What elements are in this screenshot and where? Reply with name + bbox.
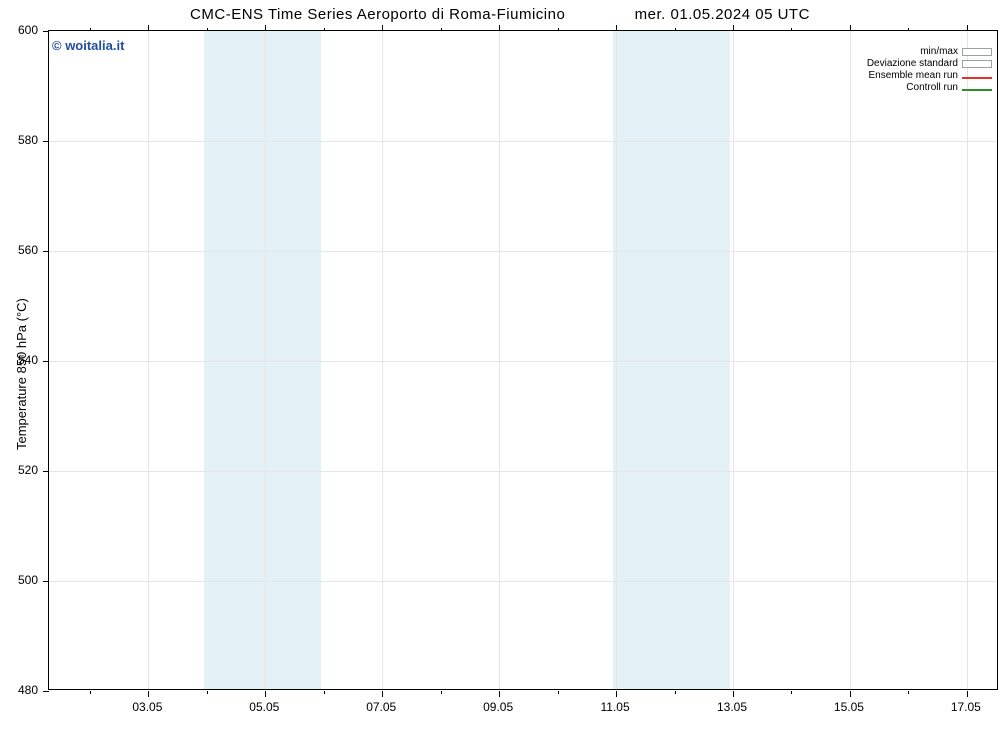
x-tick-mark — [850, 691, 851, 697]
legend-swatch — [962, 60, 992, 68]
y-tick-mark — [43, 471, 49, 472]
x-tick-mark — [265, 691, 266, 697]
grid-line-vertical — [265, 31, 266, 689]
x-minor-tick-mark — [207, 691, 208, 694]
grid-line-vertical — [850, 31, 851, 689]
x-tick-mark — [148, 691, 149, 697]
y-tick-mark — [43, 581, 49, 582]
grid-line-horizontal — [49, 581, 997, 582]
x-tick-mark — [148, 25, 149, 31]
y-tick-label: 540 — [0, 353, 38, 367]
x-minor-tick-mark — [908, 691, 909, 694]
legend-row: Controll run — [867, 82, 992, 94]
y-tick-label: 580 — [0, 133, 38, 147]
legend: min/maxDeviazione standardEnsemble mean … — [867, 46, 992, 94]
chart-title-left: CMC-ENS Time Series Aeroporto di Roma-Fi… — [190, 6, 565, 23]
x-minor-tick-mark — [908, 28, 909, 31]
x-minor-tick-mark — [675, 28, 676, 31]
legend-row: Ensemble mean run — [867, 70, 992, 82]
x-tick-mark — [265, 25, 266, 31]
legend-swatch — [962, 89, 992, 91]
legend-row: min/max — [867, 46, 992, 58]
y-tick-label: 520 — [0, 463, 38, 477]
y-tick-label: 560 — [0, 243, 38, 257]
watermark: © woitalia.it — [52, 38, 124, 53]
x-minor-tick-mark — [441, 691, 442, 694]
x-minor-tick-mark — [558, 691, 559, 694]
legend-label: Ensemble mean run — [869, 70, 959, 82]
x-tick-label: 07.05 — [366, 700, 396, 714]
x-tick-label: 15.05 — [834, 700, 864, 714]
plot-area — [48, 30, 998, 690]
legend-label: Deviazione standard — [867, 58, 958, 70]
x-tick-mark — [499, 691, 500, 697]
x-minor-tick-mark — [207, 28, 208, 31]
grid-line-vertical — [733, 31, 734, 689]
y-tick-mark — [43, 691, 49, 692]
legend-row: Deviazione standard — [867, 58, 992, 70]
x-tick-label: 09.05 — [483, 700, 513, 714]
x-minor-tick-mark — [324, 28, 325, 31]
x-tick-mark — [733, 25, 734, 31]
x-tick-label: 05.05 — [249, 700, 279, 714]
grid-line-vertical — [616, 31, 617, 689]
grid-line-vertical — [382, 31, 383, 689]
x-minor-tick-mark — [90, 691, 91, 694]
x-minor-tick-mark — [675, 691, 676, 694]
grid-line-horizontal — [49, 141, 997, 142]
x-tick-mark — [616, 691, 617, 697]
grid-line-horizontal — [49, 361, 997, 362]
x-minor-tick-mark — [90, 28, 91, 31]
y-tick-mark — [43, 251, 49, 252]
x-tick-label: 03.05 — [132, 700, 162, 714]
chart-title-right: mer. 01.05.2024 05 UTC — [635, 6, 810, 23]
y-tick-label: 480 — [0, 683, 38, 697]
grid-line-vertical — [148, 31, 149, 689]
y-tick-label: 500 — [0, 573, 38, 587]
x-tick-mark — [382, 691, 383, 697]
legend-label: Controll run — [906, 82, 958, 94]
legend-swatch — [962, 77, 992, 79]
x-tick-mark — [733, 691, 734, 697]
grid-line-horizontal — [49, 471, 997, 472]
x-minor-tick-mark — [558, 28, 559, 31]
x-tick-mark — [850, 25, 851, 31]
x-tick-mark — [616, 25, 617, 31]
grid-line-horizontal — [49, 251, 997, 252]
weekend-band — [613, 31, 730, 689]
x-minor-tick-mark — [324, 691, 325, 694]
y-tick-label: 600 — [0, 23, 38, 37]
legend-label: min/max — [920, 46, 958, 58]
y-tick-mark — [43, 141, 49, 142]
y-axis-label: Temperature 850 hPa (°C) — [14, 298, 29, 450]
x-minor-tick-mark — [791, 691, 792, 694]
x-tick-mark — [967, 691, 968, 697]
x-tick-mark — [967, 25, 968, 31]
y-tick-mark — [43, 31, 49, 32]
chart-title: CMC-ENS Time Series Aeroporto di Roma-Fi… — [0, 6, 1000, 23]
x-tick-label: 17.05 — [951, 700, 981, 714]
x-tick-mark — [382, 25, 383, 31]
x-minor-tick-mark — [791, 28, 792, 31]
x-tick-label: 13.05 — [717, 700, 747, 714]
x-tick-mark — [499, 25, 500, 31]
x-tick-label: 11.05 — [600, 700, 629, 714]
x-minor-tick-mark — [441, 28, 442, 31]
grid-line-vertical — [967, 31, 968, 689]
weekend-band — [204, 31, 321, 689]
y-tick-mark — [43, 361, 49, 362]
grid-line-vertical — [499, 31, 500, 689]
legend-swatch — [962, 48, 992, 56]
